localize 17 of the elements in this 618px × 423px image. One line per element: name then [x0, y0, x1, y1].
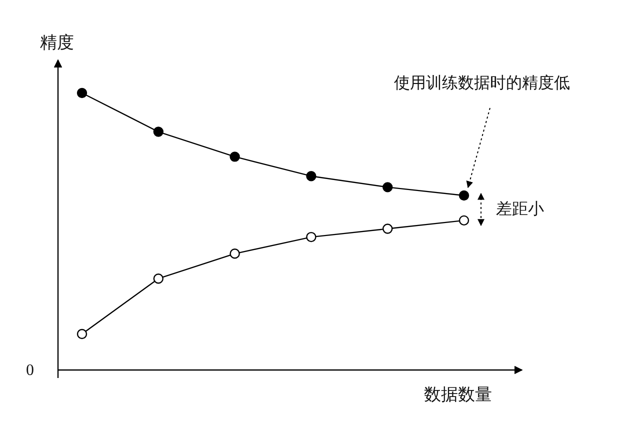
point: [230, 152, 240, 162]
point: [458, 190, 470, 201]
annotation: 差距小: [496, 200, 544, 218]
point: [382, 182, 393, 192]
point: [306, 232, 316, 242]
xlabel: 数据数量: [424, 385, 492, 404]
annotation: 使用训练数据时的精度低: [394, 75, 570, 92]
point: [230, 248, 240, 259]
annotation: 0: [26, 362, 34, 379]
point: [76, 88, 88, 98]
point: [153, 273, 164, 284]
point: [76, 328, 88, 340]
point: [382, 224, 393, 234]
ylabel: 精度: [40, 33, 74, 52]
point: [153, 126, 164, 137]
point: [458, 215, 470, 226]
point: [306, 171, 316, 182]
